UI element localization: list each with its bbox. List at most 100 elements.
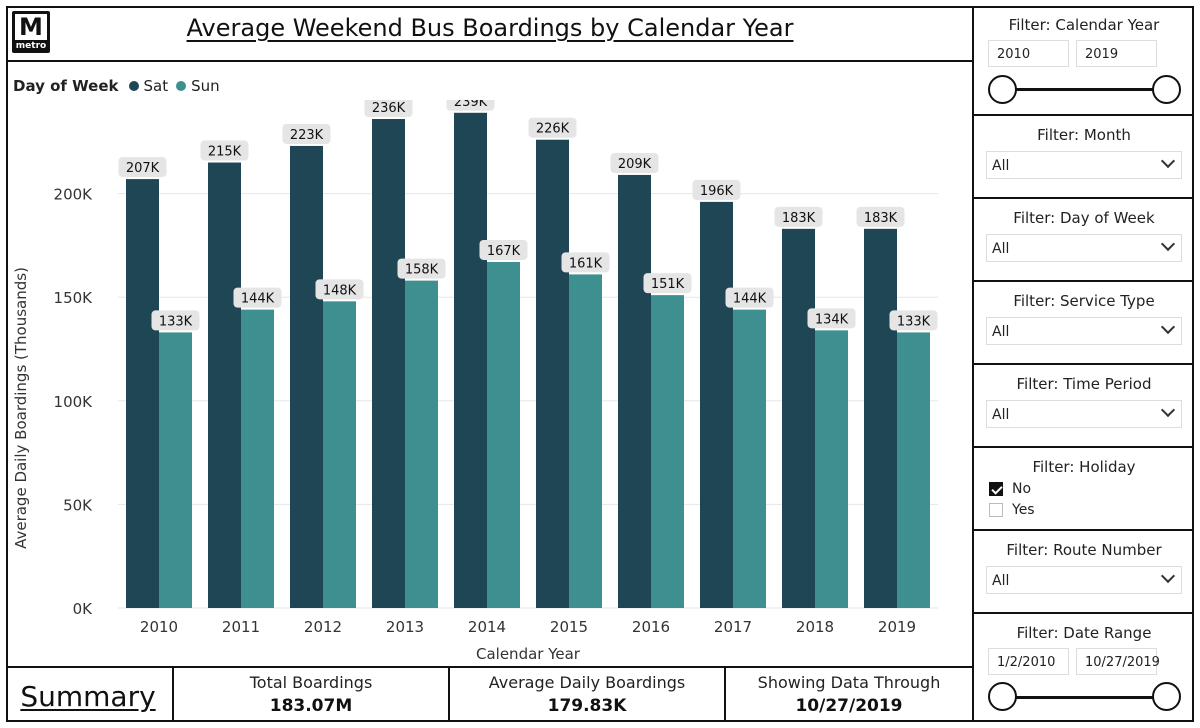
holiday-option-no[interactable]: No <box>989 481 1031 497</box>
summary-separator <box>724 666 726 722</box>
calendar-year-slider-track[interactable] <box>1002 88 1162 91</box>
x-tick-label: 2015 <box>550 618 588 636</box>
legend-label-sun[interactable]: Sun <box>191 77 220 95</box>
bar-sat-2010 <box>126 179 159 608</box>
data-label-bg <box>282 123 331 144</box>
filter-holiday-title: Filter: Holiday <box>1032 458 1136 476</box>
filter-time-period-title: Filter: Time Period <box>1016 375 1152 393</box>
bar-sat-2015 <box>536 139 569 608</box>
data-label-bg <box>364 100 413 118</box>
metro-logo: M metro <box>12 11 50 53</box>
route-number-dropdown-value: All <box>992 573 1010 589</box>
data-label-sat-2019: 183K <box>864 211 898 226</box>
date-range-slider-end-handle[interactable] <box>1152 682 1181 711</box>
calendar-year-slider-start-handle[interactable] <box>988 75 1017 104</box>
checkbox-unchecked[interactable] <box>989 503 1003 517</box>
data-label-bg <box>774 206 823 227</box>
calendar-year-slider-end-handle[interactable] <box>1152 75 1181 104</box>
data-label-bg <box>643 273 692 294</box>
chevron-down-icon <box>1160 153 1176 169</box>
route-number-dropdown[interactable]: All <box>986 566 1182 594</box>
bar-sat-2013 <box>372 119 405 608</box>
filter-date-range-title: Filter: Date Range <box>1016 624 1152 642</box>
card-showing-data-through: Showing Data Through 10/27/2019 <box>726 668 972 722</box>
bar-sun-2017 <box>733 309 766 608</box>
time-period-dropdown[interactable]: All <box>986 400 1182 428</box>
card-average-daily-value: 179.83K <box>547 696 627 716</box>
summary-separator <box>448 666 450 722</box>
date-range-to-input[interactable]: 10/27/2019 <box>1076 648 1160 675</box>
data-label-sat-2016: 209K <box>618 157 652 172</box>
data-label-bg <box>610 152 659 173</box>
data-label-sun-2012: 148K <box>323 283 357 298</box>
day-of-week-dropdown[interactable]: All <box>986 234 1182 262</box>
data-label-sun-2019: 133K <box>897 314 931 329</box>
data-label-bg <box>397 258 446 279</box>
filter-month: Filter: Month All <box>974 116 1194 199</box>
date-range-slider-track[interactable] <box>1002 696 1162 699</box>
checkbox-checked[interactable] <box>989 482 1003 496</box>
x-tick-label: 2013 <box>386 618 424 636</box>
bar-sun-2016 <box>651 295 684 608</box>
bar-sun-2013 <box>405 280 438 608</box>
y-tick-label: 200K <box>54 186 94 204</box>
card-data-through-value: 10/27/2019 <box>795 696 903 716</box>
bar-sun-2019 <box>897 332 930 608</box>
holiday-option-yes[interactable]: Yes <box>989 502 1035 518</box>
y-tick-label: 100K <box>54 393 94 411</box>
x-axis-label: Calendar Year <box>476 645 581 663</box>
data-label-bg <box>889 310 938 331</box>
data-label-sat-2017: 196K <box>700 184 734 199</box>
data-label-sat-2018: 183K <box>782 211 816 226</box>
x-tick-label: 2019 <box>878 618 916 636</box>
summary-divider <box>6 666 974 668</box>
bar-sun-2018 <box>815 330 848 608</box>
data-label-bg <box>692 179 741 200</box>
holiday-option-no-label: No <box>1012 481 1032 497</box>
service-type-dropdown[interactable]: All <box>986 317 1182 345</box>
data-label-sat-2011: 215K <box>208 145 242 160</box>
date-range-from-input[interactable]: 1/2/2010 <box>988 648 1069 675</box>
data-label-bg <box>479 239 528 260</box>
x-tick-label: 2018 <box>796 618 834 636</box>
x-tick-label: 2012 <box>304 618 342 636</box>
card-average-daily-label: Average Daily Boardings <box>488 673 686 692</box>
page-title: Average Weekend Bus Boardings by Calenda… <box>186 14 794 42</box>
data-label-sun-2016: 151K <box>651 277 685 292</box>
data-label-bg <box>200 140 249 161</box>
legend-label-sat[interactable]: Sat <box>143 77 169 95</box>
bar-sat-2014 <box>454 112 487 609</box>
filter-calendar-year-title: Filter: Calendar Year <box>1008 16 1160 34</box>
month-dropdown[interactable]: All <box>986 151 1182 179</box>
filter-date-range: Filter: Date Range 1/2/2010 10/27/2019 <box>974 614 1194 722</box>
data-label-bg <box>856 206 905 227</box>
filter-holiday: Filter: Holiday No Yes <box>974 448 1194 531</box>
chevron-down-icon <box>1160 236 1176 252</box>
card-total-boardings-value: 183.07M <box>269 696 353 716</box>
date-range-slider-start-handle[interactable] <box>988 682 1017 711</box>
legend-swatch-sat <box>128 81 139 91</box>
bar-sat-2018 <box>782 228 815 608</box>
data-label-sat-2015: 226K <box>536 122 570 137</box>
data-label-sat-2012: 223K <box>290 128 324 143</box>
summary-title: Summary <box>20 680 156 713</box>
data-label-bg <box>151 310 200 331</box>
bar-sat-2012 <box>290 145 323 608</box>
bar-chart: 0K 50K 100K 150K 200K Average Daily Boardings… <box>12 100 938 663</box>
data-label-sun-2014: 167K <box>487 244 521 259</box>
data-label-bg <box>528 117 577 138</box>
data-label-bg <box>725 287 774 308</box>
header-divider <box>6 60 974 62</box>
data-label-sat-2010: 207K <box>126 161 160 176</box>
data-label-bg <box>315 279 364 300</box>
calendar-year-from-input[interactable]: 2010 <box>988 40 1069 67</box>
filter-day-of-week-title: Filter: Day of Week <box>1013 209 1155 227</box>
logo-letter: M <box>15 14 47 40</box>
data-label-bg <box>446 100 495 111</box>
filter-route-number: Filter: Route Number All <box>974 531 1194 614</box>
data-label-sun-2015: 161K <box>569 256 603 271</box>
data-label-bg <box>561 252 610 273</box>
calendar-year-to-input[interactable]: 2019 <box>1076 40 1157 67</box>
bar-sat-2019 <box>864 228 897 608</box>
day-of-week-dropdown-value: All <box>992 241 1010 257</box>
